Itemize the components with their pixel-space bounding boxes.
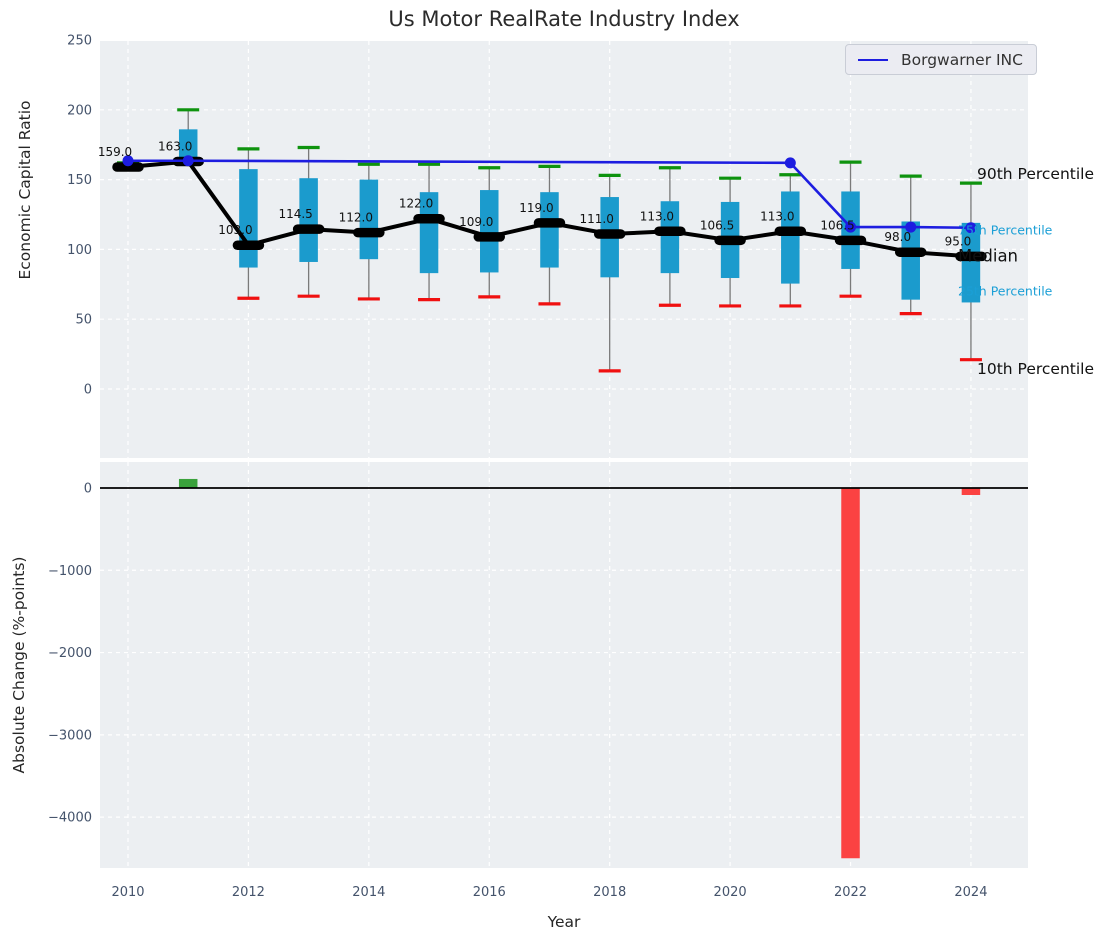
iqr-box-2021	[781, 191, 800, 284]
top-y-tick-100: 100	[67, 243, 92, 258]
annotation-10th-percentile: 10th Percentile	[977, 360, 1095, 378]
legend-line-sample	[858, 58, 888, 61]
iqr-box-2017	[540, 192, 559, 268]
median-value-label-2013: 114.5	[278, 207, 312, 221]
iqr-box-2013	[299, 178, 318, 262]
median-value-label-2011: 163.0	[158, 139, 192, 153]
median-value-label-2012: 103.0	[218, 223, 252, 237]
median-value-label-2021: 113.0	[760, 209, 794, 223]
legend-series-label: Borgwarner INC	[901, 50, 1023, 69]
median-value-label-2019: 113.0	[640, 209, 674, 223]
x-tick-2010: 2010	[111, 885, 144, 900]
top-y-tick-150: 150	[67, 173, 92, 188]
iqr-box-2014	[359, 179, 379, 260]
change-bar-2022	[841, 488, 860, 859]
bottom-y-tick-−1000: −1000	[48, 564, 92, 579]
annotation-25th-percentile: 25th Percentile	[958, 283, 1053, 299]
annotation-90th-percentile: 90th Percentile	[977, 165, 1095, 183]
median-value-label-2024: 95.0	[945, 234, 972, 248]
x-tick-2022: 2022	[834, 885, 867, 900]
annotation-median: Median	[958, 246, 1019, 266]
change-bar-2024	[961, 488, 981, 495]
x-tick-2024: 2024	[954, 885, 987, 900]
annotation-75th-percentile: 75th Percentile	[958, 222, 1053, 238]
bottom-y-tick-−2000: −2000	[48, 646, 92, 661]
change-bar-2011	[178, 478, 198, 488]
bottom-y-tick-0: 0	[84, 482, 92, 497]
median-value-label-2017: 119.0	[519, 201, 553, 215]
median-value-label-2018: 111.0	[580, 212, 614, 226]
series-point-2023	[905, 221, 917, 233]
x-axis-label: Year	[547, 913, 581, 931]
top-y-tick-50: 50	[75, 313, 92, 328]
iqr-box-2023	[901, 221, 920, 300]
iqr-box-2012	[239, 169, 258, 268]
bottom-y-tick-−4000: −4000	[48, 811, 92, 826]
x-tick-2020: 2020	[714, 885, 747, 900]
chart-title: Us Motor RealRate Industry Index	[388, 7, 740, 31]
series-point-2010	[122, 155, 134, 167]
median-value-label-2023: 98.0	[884, 230, 911, 244]
median-value-label-2020: 106.5	[700, 218, 734, 232]
iqr-box-2016	[480, 190, 499, 273]
bottom-y-axis-label: Absolute Change (%-points)	[10, 556, 28, 774]
median-value-label-2010: 159.0	[98, 145, 132, 159]
median-value-label-2016: 109.0	[459, 215, 493, 229]
series-point-2021	[784, 157, 796, 169]
median-value-label-2022: 106.5	[820, 218, 854, 232]
median-value-label-2014: 112.0	[339, 211, 373, 225]
top-y-axis-label: Economic Capital Ratio	[16, 100, 34, 280]
bottom-y-tick-−3000: −3000	[48, 728, 92, 743]
x-tick-2014: 2014	[352, 885, 385, 900]
series-point-2022	[845, 221, 857, 233]
iqr-box-2011	[178, 129, 198, 162]
x-tick-2018: 2018	[593, 885, 626, 900]
bottom-plot-area	[100, 462, 1028, 868]
legend: Borgwarner INC	[845, 44, 1037, 75]
series-point-2024	[965, 222, 977, 234]
iqr-box-2015	[419, 192, 439, 274]
x-tick-2016: 2016	[473, 885, 506, 900]
x-tick-2012: 2012	[232, 885, 265, 900]
iqr-box-2019	[660, 201, 680, 274]
series-line	[128, 159, 971, 230]
series-point-2011	[182, 155, 194, 167]
median-value-label-2015: 122.0	[399, 197, 433, 211]
top-y-tick-200: 200	[67, 103, 92, 118]
iqr-box-2024	[961, 222, 981, 303]
top-y-tick-250: 250	[67, 34, 92, 49]
top-y-tick-0: 0	[84, 383, 92, 398]
